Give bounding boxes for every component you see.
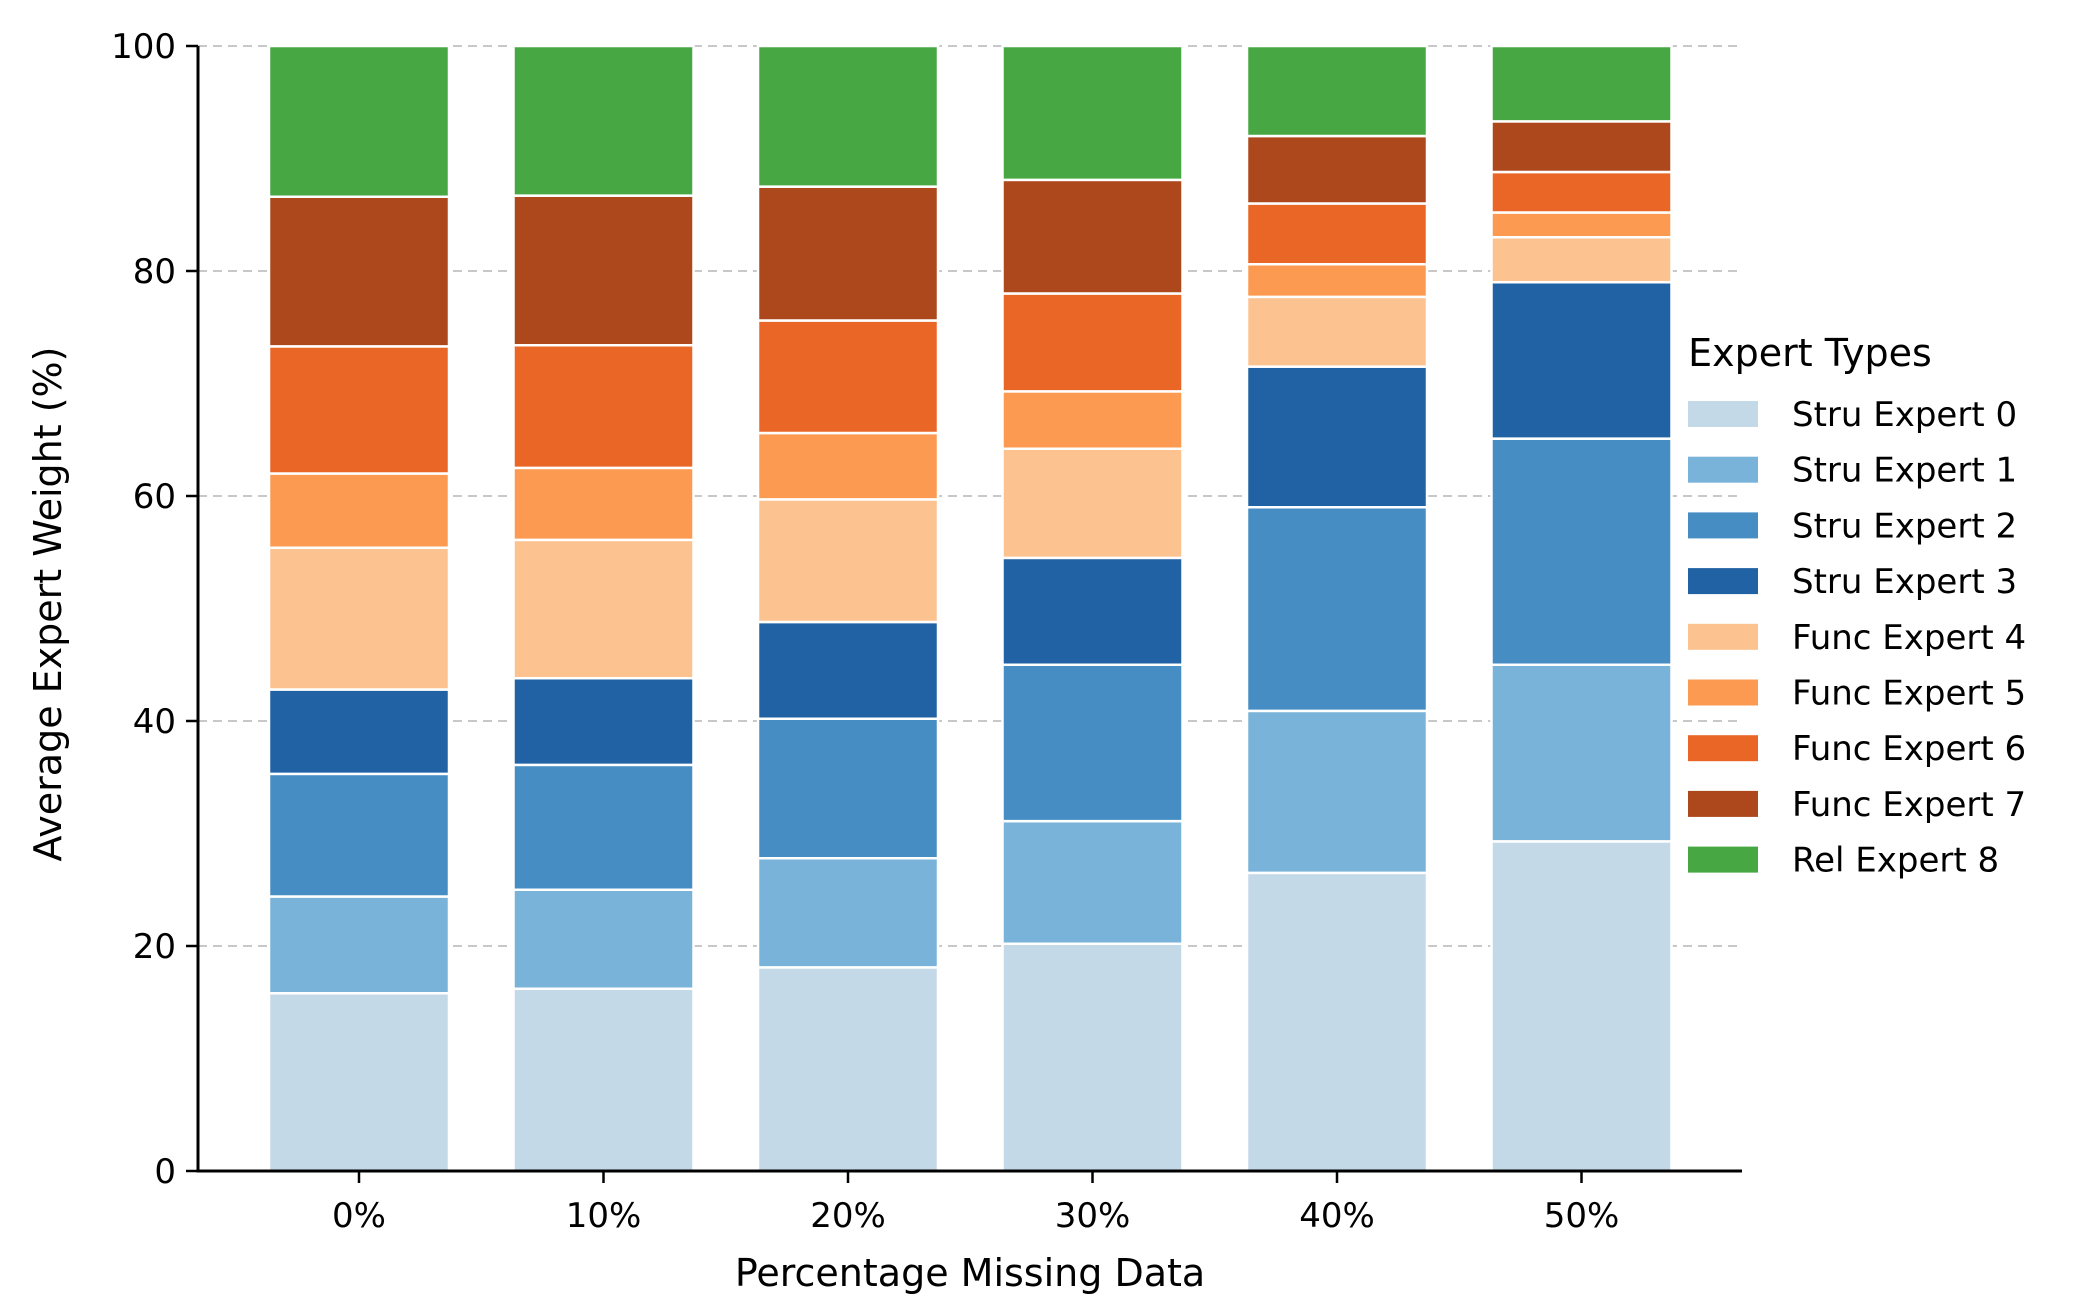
bar-segment: [1001, 663, 1184, 823]
x-tick-label: 0%: [332, 1196, 386, 1236]
bar-segment: [1490, 211, 1673, 239]
x-tick-label: 20%: [810, 1196, 886, 1236]
bar-segment: [1245, 709, 1429, 875]
bar-segment: [1245, 202, 1429, 266]
bar-segment: [267, 992, 451, 1173]
x-ticks: 0% 10% 20% 30% 40% 50%: [332, 1171, 1619, 1236]
x-axis-title: Percentage Missing Data: [735, 1251, 1205, 1295]
bar-segment: [1490, 170, 1673, 214]
bar-segment: [512, 344, 695, 470]
bar-segment: [1490, 44, 1673, 123]
bar-segment: [512, 44, 695, 197]
bar-segment: [1490, 663, 1673, 843]
legend-label: Stru Expert 0: [1792, 395, 2017, 435]
legend-swatch: [1688, 512, 1758, 539]
legend-items: Stru Expert 0 Stru Expert 1 Stru Expert 2 S…: [1688, 395, 2026, 881]
bar-segment: [512, 677, 695, 767]
y-tick-label: 40: [133, 702, 176, 742]
legend-title: Expert Types: [1688, 331, 1932, 375]
y-ticks: 0 20 40 60 80 100: [111, 27, 198, 1192]
legend-swatch: [1688, 568, 1758, 595]
bar-segment: [1001, 819, 1184, 945]
y-tick-label: 20: [133, 927, 176, 967]
legend-swatch: [1688, 846, 1758, 873]
legend-label: Stru Expert 3: [1792, 562, 2017, 602]
bar-segment: [756, 620, 940, 720]
y-axis-title: Average Expert Weight (%): [26, 347, 70, 862]
bar-segment: [1490, 120, 1673, 174]
grid-lines: [198, 45, 1742, 947]
bar-segment: [756, 966, 940, 1173]
legend-label: Stru Expert 2: [1792, 506, 2017, 546]
y-tick-label: 80: [133, 252, 176, 292]
bar-segment: [512, 538, 695, 680]
bar-segment: [756, 431, 940, 501]
bar-segment: [267, 772, 451, 898]
bar-segment: [1490, 840, 1673, 1173]
legend-swatch: [1688, 401, 1758, 427]
legend-swatch: [1688, 623, 1758, 650]
bar-segment: [1245, 263, 1429, 299]
bar-segment: [1490, 437, 1673, 666]
bar-segment: [1245, 871, 1429, 1173]
bar-segment: [1001, 390, 1184, 450]
bars: [267, 44, 1673, 1173]
bar-segment: [1001, 292, 1184, 393]
bar-segment: [1001, 44, 1184, 182]
legend-swatch: [1688, 679, 1758, 706]
bar-segment: [512, 763, 695, 891]
legend-swatch: [1688, 735, 1758, 762]
bar-segment: [267, 345, 451, 475]
bar-segment: [1001, 447, 1184, 560]
bar-segment: [512, 466, 695, 542]
bar-segment: [756, 498, 940, 624]
bar-segment: [1245, 134, 1429, 205]
bar-segment: [756, 857, 940, 969]
bar-segment: [1245, 365, 1429, 509]
y-tick-label: 0: [154, 1152, 176, 1192]
legend-swatch: [1688, 790, 1758, 817]
axes: [196, 46, 1742, 1173]
bar-segment: [1001, 178, 1184, 295]
bar-segment: [267, 44, 451, 198]
legend-label: Func Expert 7: [1792, 785, 2026, 825]
bar-segment: [512, 194, 695, 347]
bar-segment: [512, 888, 695, 990]
bar-segment: [1245, 295, 1429, 368]
bar-segment: [756, 44, 940, 188]
bar-segment: [756, 185, 940, 322]
legend-swatch: [1688, 456, 1758, 483]
legend-label: Func Expert 5: [1792, 674, 2026, 714]
bar-segment: [756, 319, 940, 435]
bar-segment: [1001, 556, 1184, 666]
bar-segment: [756, 717, 940, 860]
x-tick-label: 10%: [566, 1196, 642, 1236]
bar-segment: [1001, 942, 1184, 1173]
x-tick-label: 50%: [1544, 1196, 1620, 1236]
y-tick-label: 60: [133, 477, 176, 517]
y-tick-label: 100: [111, 27, 176, 67]
bar-segment: [512, 987, 695, 1173]
legend-label: Stru Expert 1: [1792, 451, 2017, 491]
bar-segment: [267, 472, 451, 549]
bar-segment: [1490, 281, 1673, 440]
x-tick-label: 40%: [1299, 1196, 1375, 1236]
bar-segment: [267, 546, 451, 691]
legend-label: Rel Expert 8: [1792, 841, 1999, 881]
bar-segment: [267, 195, 451, 348]
bar-segment: [1245, 506, 1429, 713]
bar-segment: [267, 688, 451, 776]
legend-label: Func Expert 4: [1792, 618, 2026, 658]
legend-label: Func Expert 6: [1792, 729, 2026, 769]
bar-segment: [267, 895, 451, 995]
x-tick-label: 30%: [1055, 1196, 1131, 1236]
bar-segment: [1245, 44, 1429, 138]
bar-segment: [1490, 236, 1673, 284]
